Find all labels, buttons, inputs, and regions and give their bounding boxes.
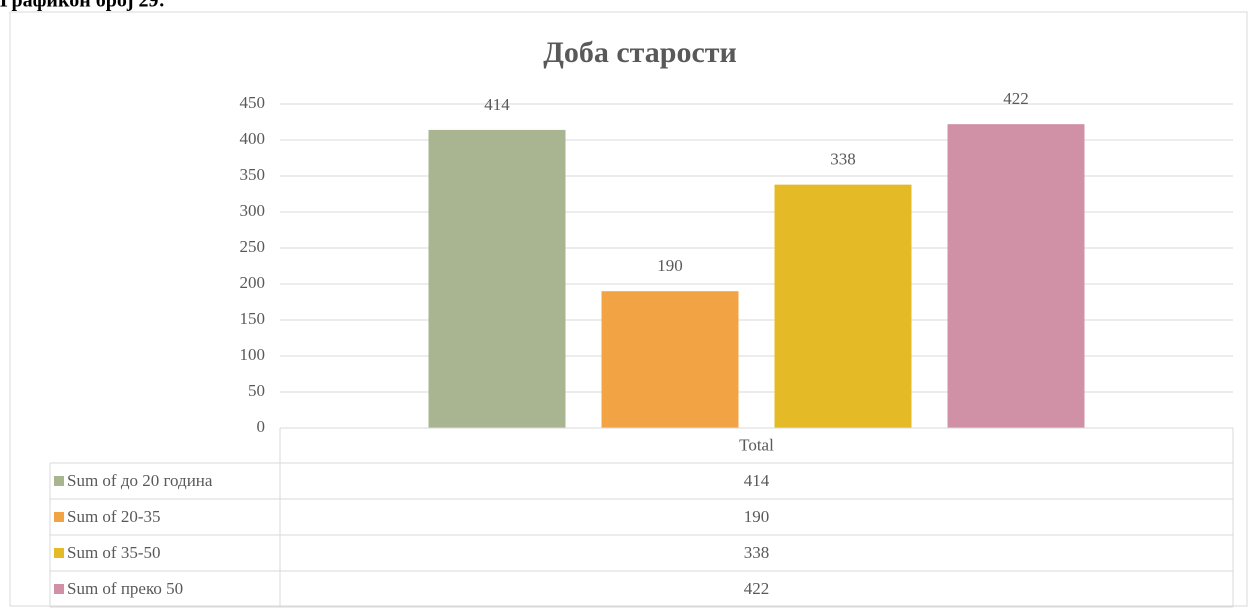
- table-value: 338: [744, 543, 770, 562]
- table-value: 414: [744, 471, 770, 490]
- bar: [601, 291, 739, 428]
- legend-swatch: [54, 548, 64, 558]
- chart-title: Доба старости: [543, 36, 737, 69]
- table-header: Total: [739, 435, 774, 454]
- y-tick-label: 0: [257, 417, 266, 436]
- legend-label: Sum of 20-35: [67, 507, 161, 526]
- heading: Графикон број 29:: [0, 0, 165, 12]
- table-value: 422: [744, 579, 770, 598]
- y-tick-label: 350: [240, 165, 266, 184]
- y-tick-label: 100: [240, 345, 266, 364]
- y-tick-label: 50: [248, 381, 265, 400]
- legend-label: Sum of 35-50: [67, 543, 161, 562]
- legend-swatch: [54, 584, 64, 594]
- data-label: 414: [484, 95, 510, 114]
- legend-label: Sum of до 20 година: [67, 471, 213, 490]
- y-tick-label: 300: [240, 201, 266, 220]
- legend-label: Sum of преко 50: [67, 579, 183, 598]
- bar: [428, 129, 566, 429]
- legend-swatch: [54, 512, 64, 522]
- legend-swatch: [54, 476, 64, 486]
- data-label: 422: [1003, 89, 1029, 108]
- data-label: 190: [657, 256, 683, 275]
- y-tick-label: 400: [240, 129, 266, 148]
- data-label: 338: [830, 150, 856, 169]
- y-tick-label: 200: [240, 273, 266, 292]
- bar: [947, 124, 1085, 428]
- table-value: 190: [744, 507, 770, 526]
- y-tick-label: 450: [240, 93, 266, 112]
- y-tick-label: 150: [240, 309, 266, 328]
- bar: [774, 184, 912, 428]
- y-tick-label: 250: [240, 237, 266, 256]
